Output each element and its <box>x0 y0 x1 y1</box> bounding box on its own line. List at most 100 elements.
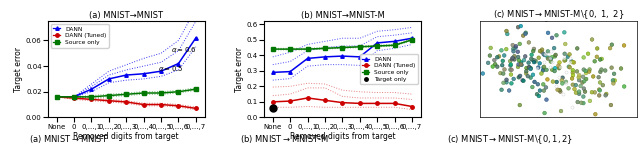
Point <box>514 76 524 79</box>
DANN <box>339 55 346 57</box>
Source only <box>122 93 130 95</box>
Point <box>536 51 547 53</box>
Point <box>568 74 578 77</box>
Source only <box>373 45 381 47</box>
Point <box>616 67 626 70</box>
Point <box>537 48 547 51</box>
DANN <box>175 63 182 65</box>
Point <box>584 70 595 73</box>
Point <box>531 60 541 63</box>
Point <box>508 50 518 53</box>
Point <box>495 72 506 74</box>
Point <box>579 87 589 90</box>
Point <box>532 83 543 86</box>
DANN (Tuned) <box>339 102 346 104</box>
Point <box>527 53 537 56</box>
Source only <box>408 39 416 41</box>
Point <box>510 46 520 49</box>
Point <box>571 91 581 94</box>
Point <box>540 112 550 114</box>
Point <box>524 66 534 69</box>
Point <box>516 64 527 66</box>
Point <box>552 34 562 37</box>
DANN <box>88 88 95 90</box>
DANN <box>192 37 200 39</box>
Point <box>529 81 540 83</box>
DANN <box>122 74 130 76</box>
Title: (b) MNIST→MNIST-M: (b) MNIST→MNIST-M <box>301 11 384 20</box>
Point <box>541 98 552 101</box>
Point <box>548 80 558 83</box>
Point <box>535 89 545 92</box>
Y-axis label: Target error: Target error <box>14 47 23 92</box>
Point <box>489 59 499 61</box>
Point <box>607 43 617 46</box>
Point <box>526 58 536 60</box>
Line: DANN: DANN <box>55 36 198 99</box>
Point <box>558 92 568 95</box>
Point <box>483 62 493 64</box>
Point <box>501 81 511 84</box>
DANN <box>70 96 78 98</box>
Point <box>600 69 611 72</box>
Source only <box>304 48 312 50</box>
Point <box>499 68 509 71</box>
DANN (Tuned) <box>88 98 95 100</box>
Point <box>568 83 578 86</box>
Point <box>561 81 571 83</box>
Point <box>520 31 531 34</box>
Point <box>523 75 533 77</box>
Point <box>539 66 549 68</box>
Point <box>579 102 589 104</box>
Point <box>554 76 564 79</box>
Point <box>511 45 521 48</box>
Point <box>550 84 561 87</box>
Point <box>534 56 544 59</box>
Point <box>506 82 516 85</box>
Point <box>580 70 591 72</box>
Point <box>508 44 518 46</box>
DANN <box>304 57 312 59</box>
Point <box>499 82 509 84</box>
Point <box>577 81 588 84</box>
Point <box>569 61 579 64</box>
Point <box>502 33 513 35</box>
Point <box>550 55 560 58</box>
Point <box>496 49 506 52</box>
Point <box>498 72 508 75</box>
Point <box>525 76 536 79</box>
Source only <box>321 47 329 49</box>
Point <box>527 59 538 61</box>
Point <box>501 78 511 81</box>
Point <box>595 58 605 61</box>
Source only <box>391 44 399 46</box>
Point <box>529 48 539 50</box>
Point <box>545 57 555 60</box>
Point <box>578 95 588 98</box>
Point <box>554 89 564 91</box>
Point <box>574 90 584 93</box>
Line: DANN (Tuned): DANN (Tuned) <box>55 95 198 110</box>
DANN (Tuned) <box>70 97 78 99</box>
DANN (Tuned) <box>408 105 416 107</box>
Point <box>509 78 519 80</box>
Point <box>559 52 570 55</box>
DANN <box>286 71 294 73</box>
Point <box>619 44 629 47</box>
Point <box>547 37 557 39</box>
Point <box>563 55 573 58</box>
Point <box>552 88 563 91</box>
Point <box>574 74 584 77</box>
Point <box>515 75 525 77</box>
Point <box>535 50 545 52</box>
Point <box>516 63 526 66</box>
Point <box>547 68 557 71</box>
Point <box>509 58 520 61</box>
Point <box>492 65 502 68</box>
Point <box>559 31 570 34</box>
Point <box>492 56 502 59</box>
Point <box>573 101 583 103</box>
Point <box>585 100 595 102</box>
Point <box>527 86 538 88</box>
Point <box>547 56 557 59</box>
